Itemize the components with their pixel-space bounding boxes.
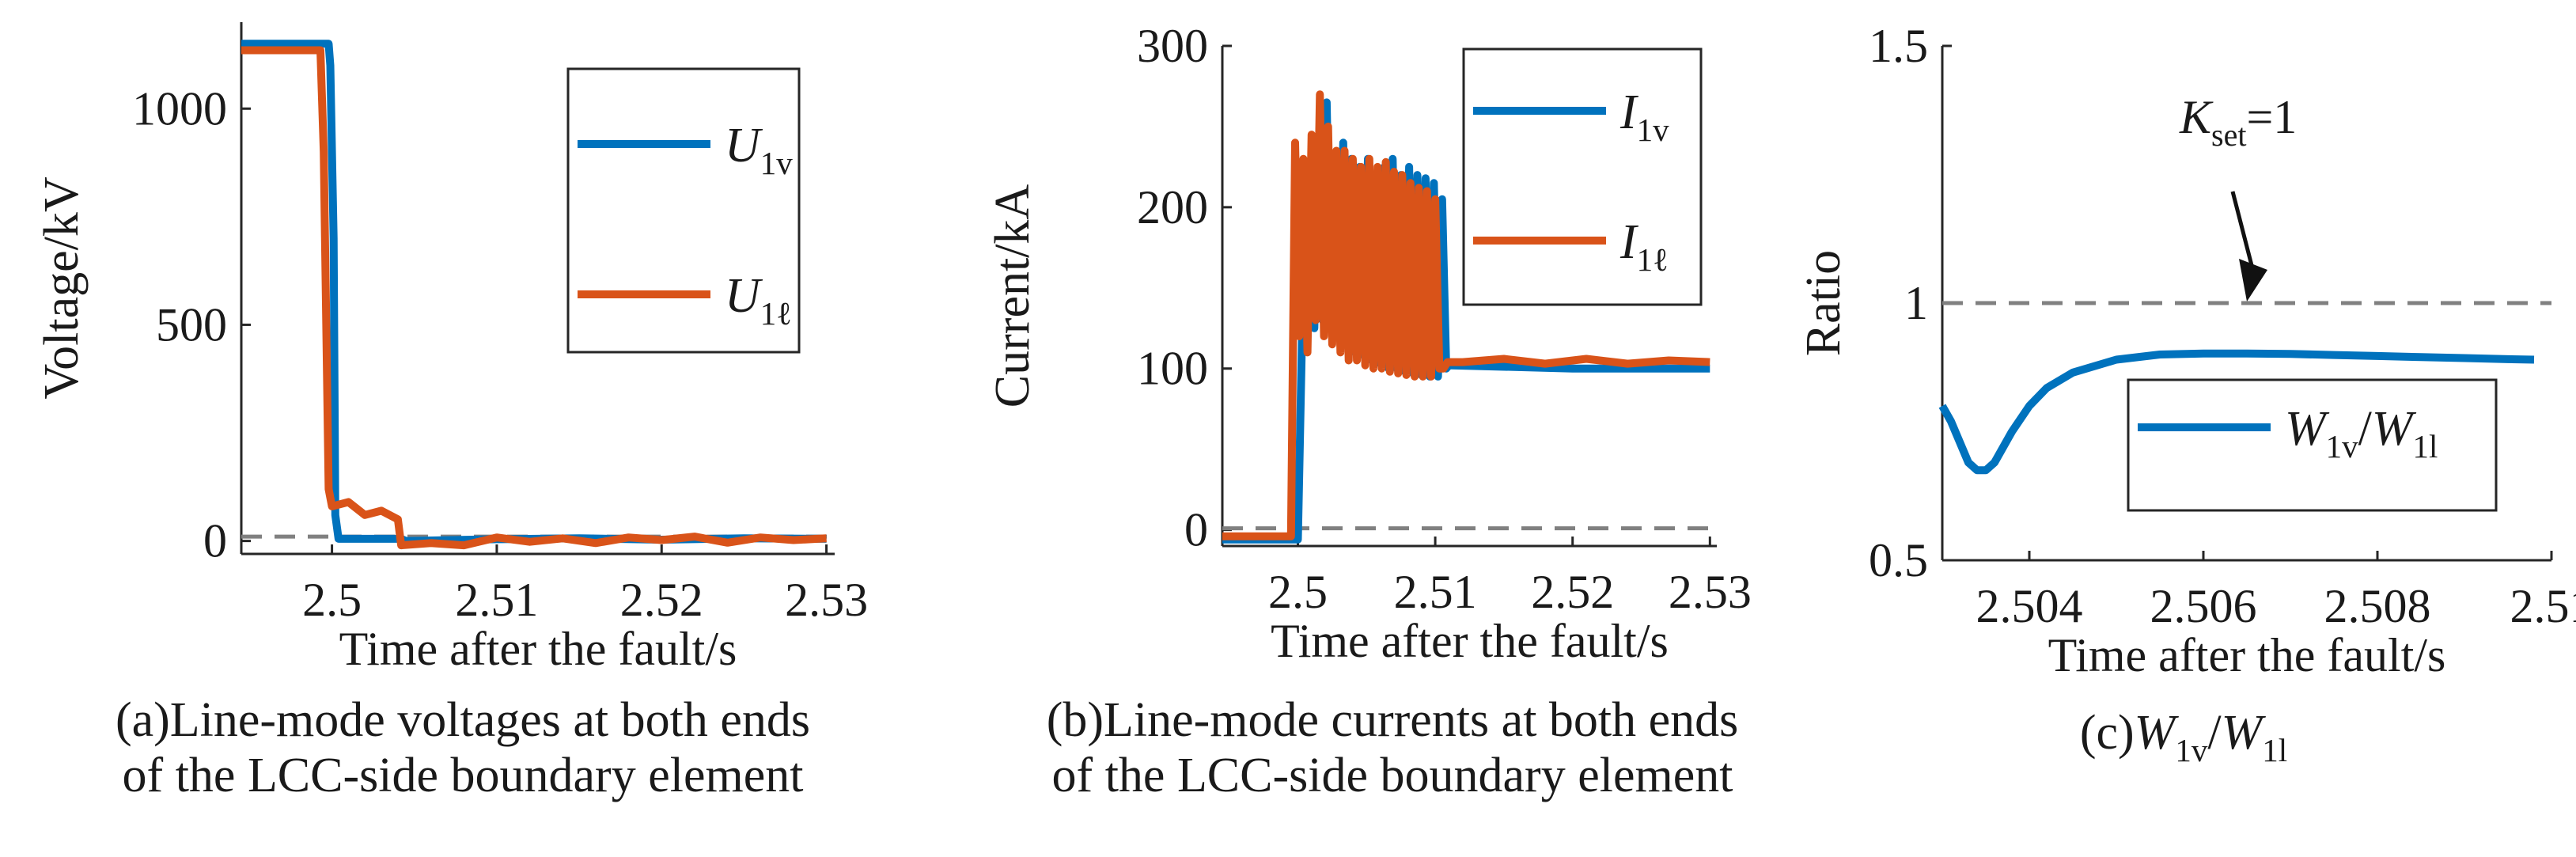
y-axis-title: Voltage/kV <box>35 176 89 399</box>
x-tick-label: 2.5 <box>1268 566 1328 618</box>
y-tick-label: 0 <box>1184 504 1208 556</box>
x-tick-label: 2.506 <box>2150 580 2257 632</box>
legend: I1v I1ℓ <box>1462 47 1703 306</box>
x-tick-label: 2.51 <box>1394 566 1477 618</box>
legend: W1v/W1l <box>2127 378 2498 512</box>
caption-a-line1: (a)Line-mode voltages at both ends <box>115 693 811 747</box>
annotation-arrow-shaft <box>2230 191 2256 272</box>
y-tick-label: 1000 <box>132 82 227 135</box>
y-tick-label: 1 <box>1904 277 1928 329</box>
legend-label-1: U1v <box>725 119 793 181</box>
caption-b-line1: (b)Line-mode currents at both ends <box>1046 693 1739 747</box>
x-tick-label: 2.53 <box>1669 566 1752 618</box>
legend-box <box>566 67 801 354</box>
legend-label-2: U1ℓ <box>725 269 792 332</box>
x-tick-label: 2.53 <box>785 574 868 626</box>
legend-label-1: W1v/W1l <box>2285 402 2438 465</box>
x-axis-title: Time after the fault/s <box>339 623 737 675</box>
y-axis-title: Current/kA <box>986 184 1040 408</box>
legend-label-1: I1v <box>1619 85 1669 148</box>
x-tick-label: 2.52 <box>1531 566 1614 618</box>
x-tick-label: 2.504 <box>1976 580 2083 632</box>
x-tick-label: 2.51 <box>455 574 538 626</box>
annotation-arrow-head <box>2239 259 2267 301</box>
series-line-2 <box>241 46 827 550</box>
series-line-2 <box>1222 90 1710 540</box>
caption-b-line2: of the LCC-side boundary element <box>1051 749 1733 802</box>
annotation-label: Kset=1 <box>2179 91 2297 153</box>
x-tick-label: 2.52 <box>620 574 703 626</box>
series-line-1 <box>1938 349 2535 475</box>
legend-box <box>1462 47 1703 306</box>
legend-label-2: I1ℓ <box>1619 215 1669 278</box>
x-tick-label: 2.51 <box>2510 580 2576 632</box>
chart-panel-b: 2.5 2.51 2.52 2.53 0 100 200 300 Time after the … <box>986 20 1752 667</box>
y-tick-label: 300 <box>1137 20 1208 72</box>
legend-box <box>2127 378 2498 512</box>
y-tick-label: 0 <box>203 515 227 567</box>
caption-a-line2: of the LCC-side boundary element <box>122 749 804 802</box>
y-tick-label: 0.5 <box>1869 534 1928 586</box>
chart-panel-a: 2.5 2.51 2.52 2.53 0 500 1000 Time after the fa… <box>35 22 868 675</box>
x-axis-title: Time after the fault/s <box>1271 615 1669 667</box>
chart-panel-c: 2.504 2.506 2.508 2.51 0.5 1 1.5 Time after the… <box>1797 20 2576 681</box>
caption-c: (c)W1v/W1l <box>2080 706 2287 768</box>
x-axis-title: Time after the fault/s <box>2048 629 2446 681</box>
y-axis-title: Ratio <box>1797 250 1851 356</box>
y-tick-label: 200 <box>1137 181 1208 233</box>
x-tick-label: 2.508 <box>2324 580 2431 632</box>
y-tick-label: 500 <box>156 298 227 351</box>
x-tick-label: 2.5 <box>302 574 362 626</box>
caption-a: (a)Line-mode voltages at both ends of th… <box>0 692 926 803</box>
y-tick-label: 1.5 <box>1869 20 1928 72</box>
y-tick-label: 100 <box>1137 343 1208 395</box>
caption-b: (b)Line-mode currents at both ends of th… <box>926 692 1859 803</box>
legend: U1v U1ℓ <box>566 67 801 354</box>
